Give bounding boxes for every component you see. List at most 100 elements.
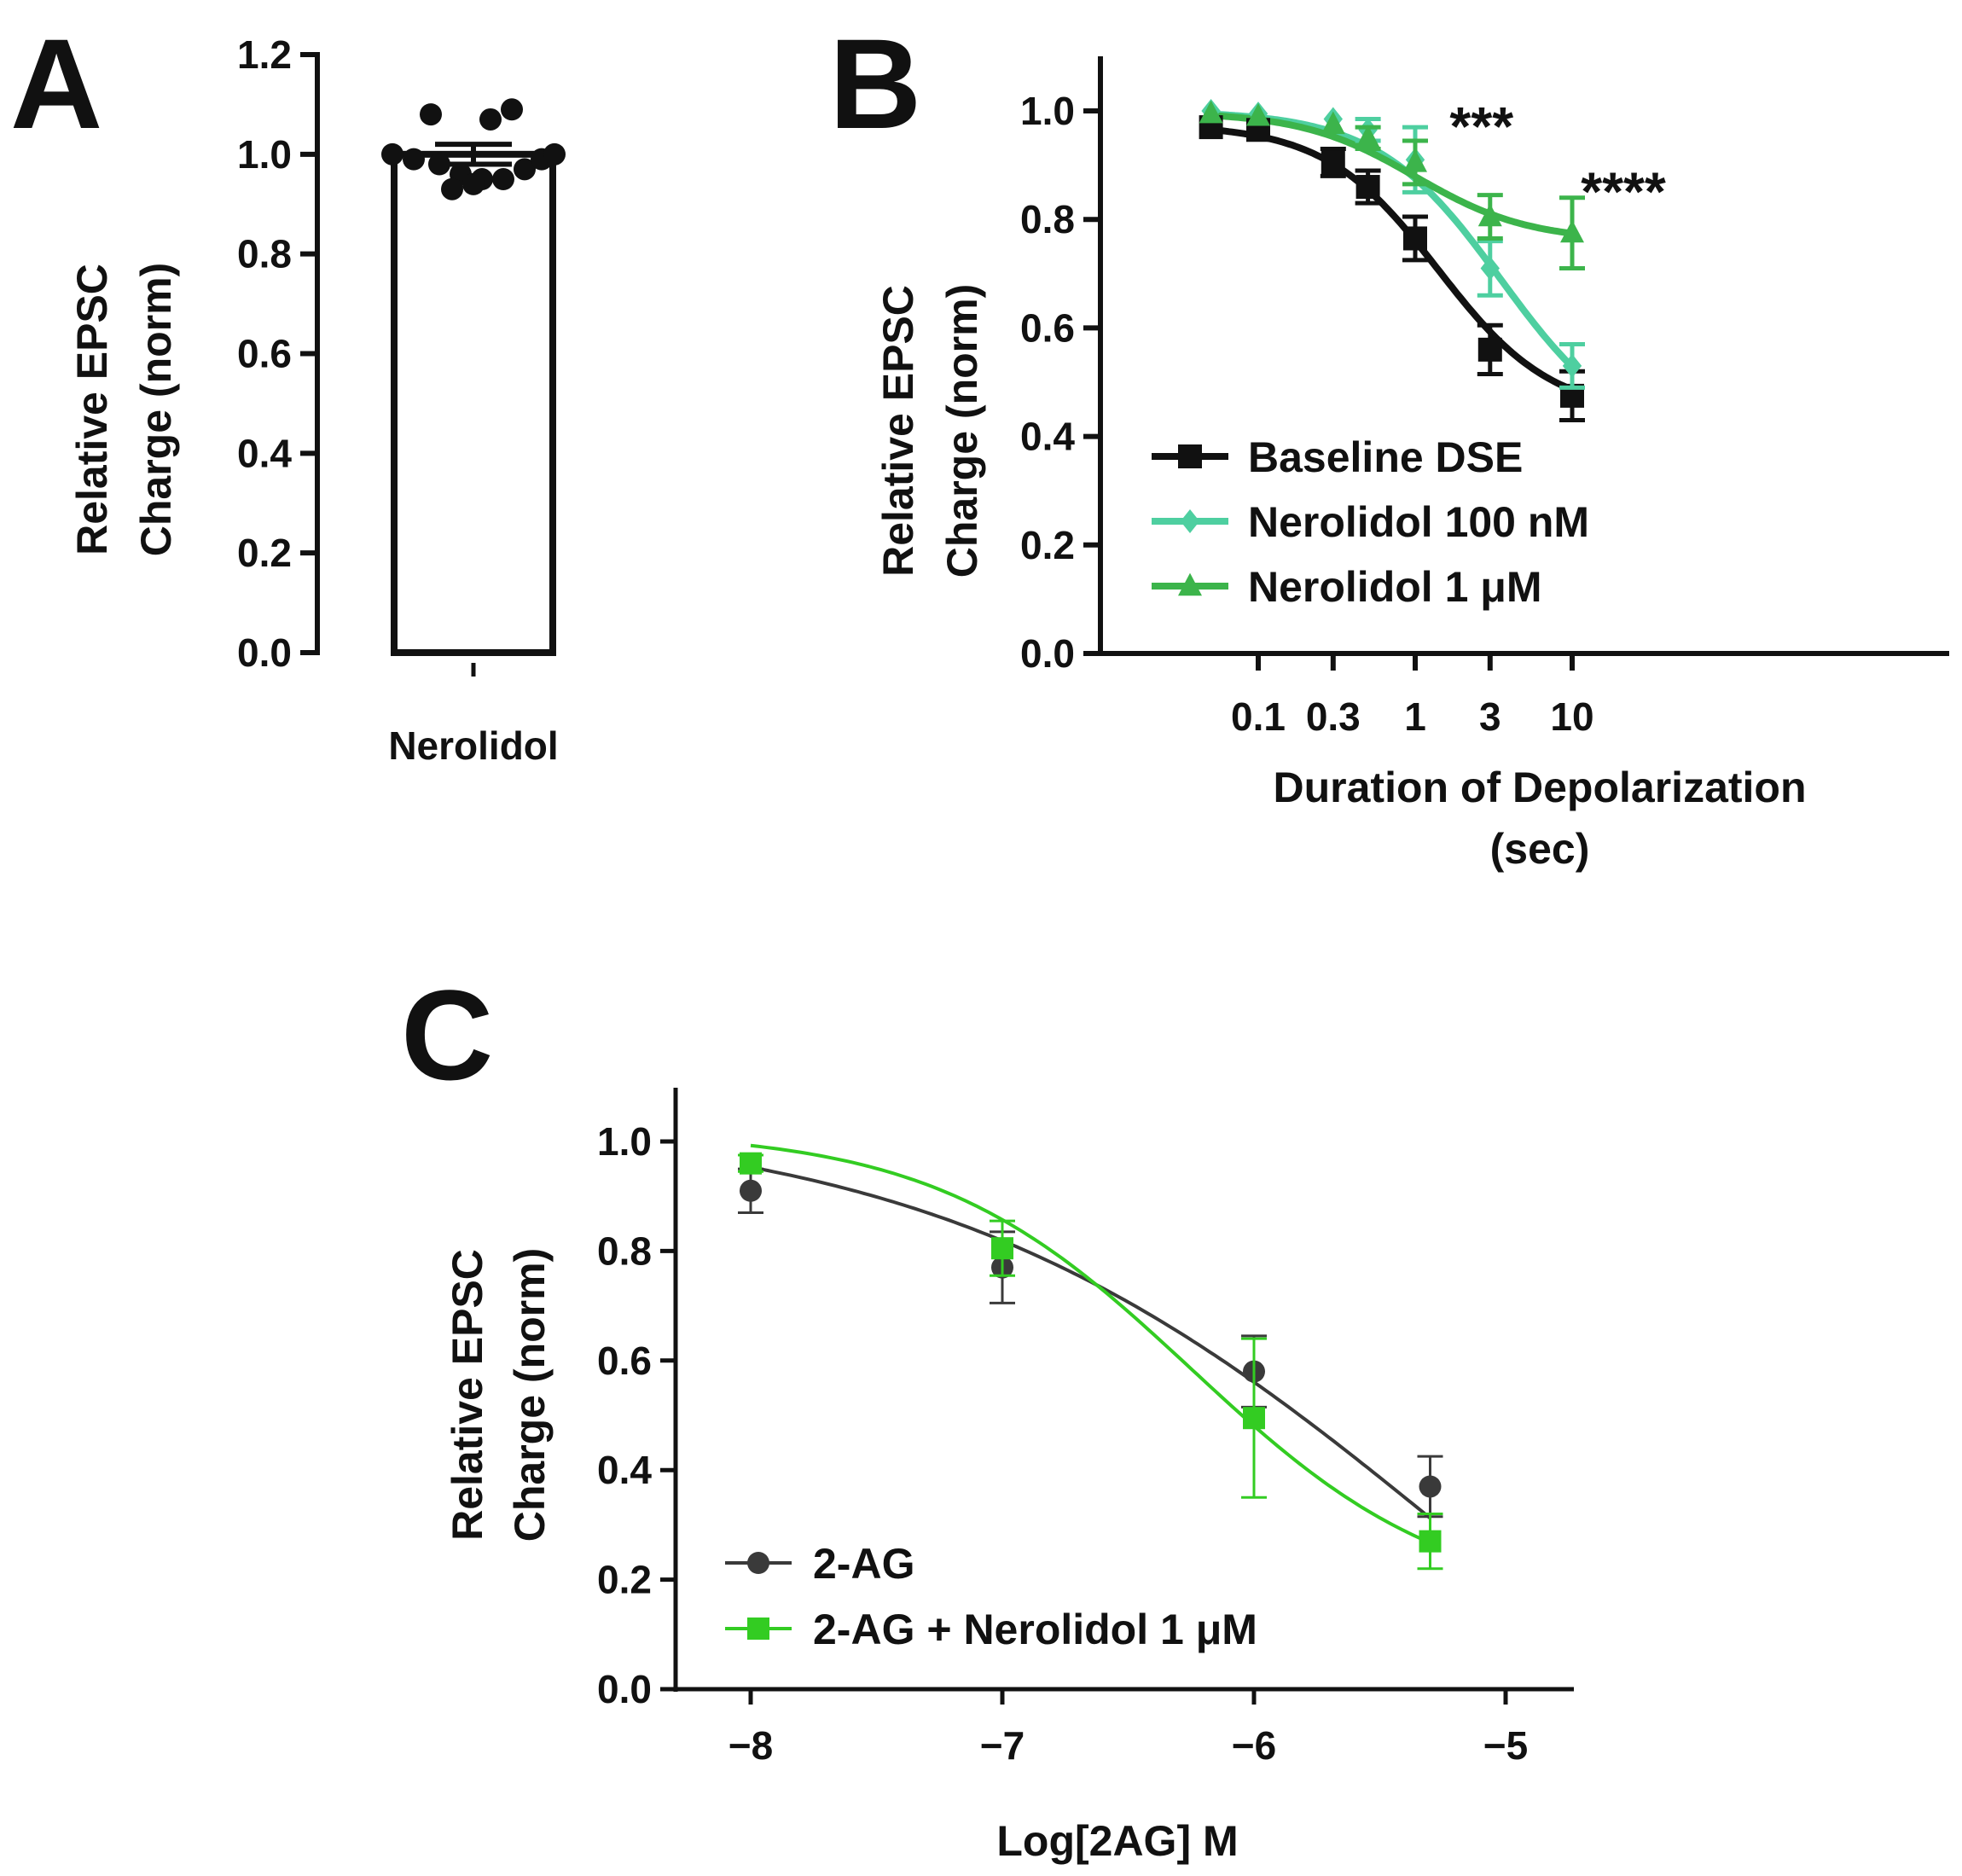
panel-b-fit-line-1: [1210, 110, 1575, 369]
panel-b-x-tick-label: 1: [1404, 694, 1426, 739]
panel-b-marker-triangle: [1355, 125, 1380, 148]
panel-b-legend-label: Nerolidol 1 μM: [1248, 563, 1542, 611]
panel-a-error-bar: [435, 142, 512, 167]
panel-c-y-tick-label: 0.2: [597, 1558, 652, 1602]
panel-b-marker-square: [1355, 175, 1380, 200]
panel-b-x-tick-label: 0.3: [1306, 694, 1361, 739]
panel-a-category-label: Nerolidol: [388, 723, 558, 768]
panel-c-marker-square: [740, 1152, 762, 1175]
panel-a-y-tick-label: 0.0: [237, 630, 292, 675]
panel-a-data-point: [381, 142, 403, 166]
panel-b-legend-marker: [1178, 444, 1202, 468]
panel-b-y-tick-label: 0.2: [1020, 523, 1075, 567]
panel-b-y-tick-label: 0.0: [1020, 631, 1075, 676]
panel-c-fit-line-0: [750, 1165, 1431, 1519]
panel-a-data-point: [501, 98, 523, 121]
panel-c-y-tick-label: 0.8: [597, 1228, 652, 1273]
panel-b-marker-triangle: [1403, 149, 1427, 172]
panel-letter-c: C: [401, 963, 493, 1106]
panel-c-ylabel-line-2: Charge (norm): [506, 1248, 554, 1542]
panel-b-ylabel-line-1: Relative EPSC: [874, 285, 922, 577]
panel-b-y-tick-label: 0.6: [1020, 305, 1075, 350]
panel-b-ylabel-line-2: Charge (norm): [938, 284, 986, 578]
panel-b-marker-triangle: [1477, 203, 1502, 227]
panel-b-marker-diamond: [1480, 256, 1500, 281]
panel-c-marker-circle: [740, 1179, 762, 1202]
panel-a-y-tick-label: 0.8: [237, 232, 292, 276]
panel-a-ylabel-line-2: Charge (norm): [132, 263, 180, 556]
panel-b-marker-triangle: [1560, 219, 1584, 243]
panel-a-y-tick-label: 0.4: [237, 431, 292, 475]
panel-c-marks: [738, 1143, 1443, 1571]
panel-c-ylabel-line-1: Relative EPSC: [444, 1249, 491, 1541]
panel-b: B 0.00.20.40.60.81.00.1 0.3 1 3 10 ******* R…: [829, 12, 1949, 873]
panel-b-legend-label: Nerolidol 100 nM: [1248, 498, 1589, 546]
panel-a-y-tick-label: 0.6: [237, 332, 292, 376]
panel-a: A 0.0 0.2 0.4 0.6 0.8 1.0 1.2 Relative EPSC Ch…: [10, 12, 566, 768]
panel-a-y-tick-label: 1.0: [237, 132, 292, 177]
panel-c-y-tick-label: 0.6: [597, 1339, 652, 1383]
panel-c-legend-marker: [747, 1618, 769, 1640]
panel-a-data-point: [492, 168, 514, 191]
panel-c-marker-square: [991, 1237, 1013, 1260]
panel-c-x-tick-label: −6: [1232, 1723, 1276, 1768]
panel-c-x-tick-label: −8: [728, 1723, 773, 1768]
panel-b-significance-label: ****: [1581, 160, 1666, 222]
panel-letter-a: A: [10, 12, 102, 155]
panel-c-legend-label: 2-AG: [813, 1540, 914, 1588]
panel-letter-b: B: [829, 12, 921, 155]
panel-b-x-tick-label: 0.1: [1231, 694, 1286, 739]
panel-b-marker-diamond: [1562, 353, 1582, 378]
panel-c-y-tick-label: 0.0: [597, 1667, 652, 1711]
panel-c-marker-square: [1419, 1530, 1442, 1553]
panel-b-axes: 0.0 0.2 0.4 0.6 0.8 1.0 0.1 0.3 1 3 10: [1020, 56, 1949, 739]
panel-a-data-point: [514, 158, 536, 181]
panel-c-y-tick-label: 0.4: [597, 1448, 652, 1492]
panel-c-legend: 2-AG 2-AG + Nerolidol 1 μM: [725, 1540, 1257, 1653]
panel-b-legend-marker: [1178, 572, 1202, 596]
panel-b-y-tick-label: 0.4: [1020, 415, 1075, 459]
panel-c-xlabel: Log[2AG] M: [996, 1817, 1238, 1865]
panel-a-y-tick-label: 0.2: [237, 531, 292, 575]
panel-b-x-tick-label: 3: [1479, 694, 1501, 739]
panel-b-y-tick-label: 0.8: [1020, 197, 1075, 241]
panel-a-data-point: [403, 148, 425, 171]
panel-a-data-point: [462, 172, 485, 195]
panel-c-legend-marker: [747, 1552, 769, 1574]
panel-a-axes: 0.0 0.2 0.4 0.6 0.8 1.0 1.2: [237, 32, 476, 677]
panel-c-fit-line-1: [750, 1143, 1431, 1545]
panel-b-fit-line-0: [1210, 126, 1574, 393]
panel-c-legend-label: 2-AG + Nerolidol 1 μM: [813, 1606, 1257, 1653]
panel-b-marker-square: [1477, 337, 1502, 362]
panel-a-bar: [391, 150, 556, 657]
panel-a-data-point: [420, 103, 442, 126]
panel-c-y-tick-label: 1.0: [597, 1119, 652, 1164]
panel-b-xlabel-line-1: Duration of Depolarization: [1274, 764, 1807, 811]
panel-b-fit-line-2: [1210, 112, 1573, 237]
panel-b-marker-triangle: [1246, 102, 1270, 126]
panel-b-y-tick-label: 1.0: [1020, 89, 1075, 133]
panel-a-data-point: [441, 177, 463, 200]
panel-a-data-point: [543, 142, 566, 166]
panel-a-data-point: [479, 107, 502, 131]
panel-c-marker-circle: [1419, 1475, 1442, 1498]
panel-b-x-tick-label: 10: [1550, 694, 1593, 739]
panel-b-legend: Baseline DSE Nerolidol 100 nM Nerolidol 1 …: [1152, 433, 1589, 611]
panel-c-x-tick-label: −5: [1483, 1723, 1528, 1768]
panel-b-marker-square: [1403, 226, 1427, 251]
panel-b-marker-square: [1321, 150, 1345, 175]
panel-a-y-tick-label: 1.2: [237, 32, 292, 77]
panel-b-marker-triangle: [1199, 100, 1223, 124]
panel-c-x-tick-label: −7: [980, 1723, 1025, 1768]
panel-b-marker-triangle: [1321, 111, 1345, 135]
panel-c-axes: 0.0 0.2 0.4 0.6 0.8 1.0 −8 −7 −6 −5: [597, 1088, 1574, 1768]
panel-a-marks: [381, 98, 566, 657]
panel-b-significance-label: ***: [1449, 96, 1513, 157]
panel-a-ylabel-line-1: Relative EPSC: [68, 264, 116, 555]
panel-c: C 0.0 0.2 0.4 0.6 0.8 1.0 −8 −7 −6 −5 Relative EP…: [401, 963, 1574, 1865]
panel-c-marker-square: [1243, 1407, 1265, 1430]
panel-b-marks: *******: [1199, 96, 1666, 423]
panel-b-legend-marker: [1180, 509, 1200, 533]
panel-b-legend-label: Baseline DSE: [1248, 433, 1523, 481]
